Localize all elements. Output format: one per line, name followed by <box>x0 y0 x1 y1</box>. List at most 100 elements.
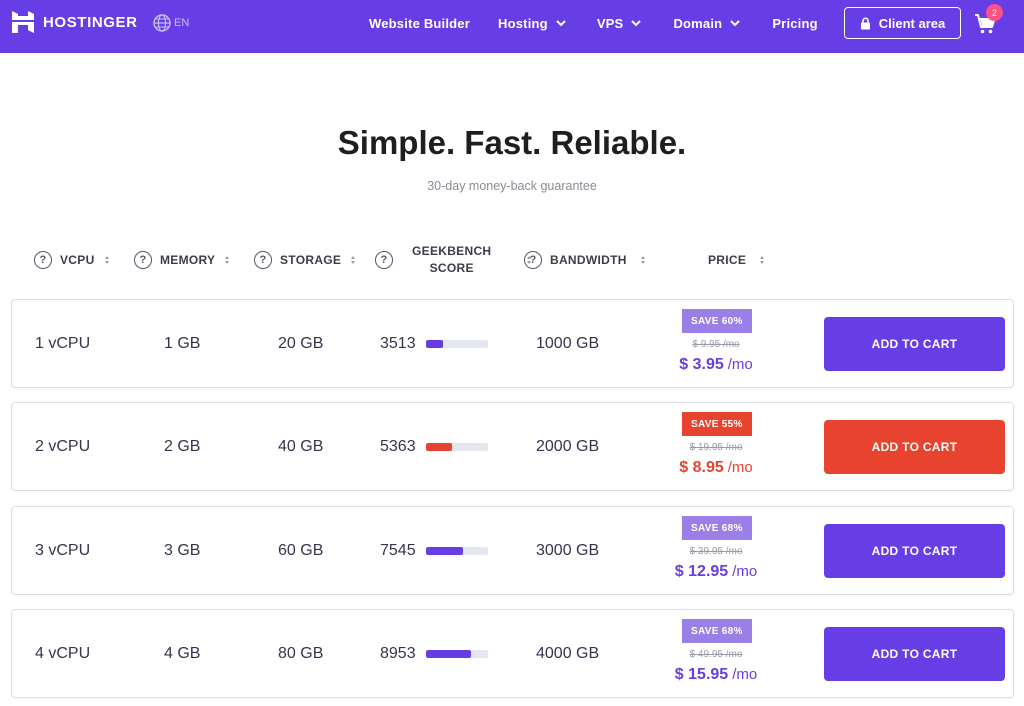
old-price: $ 39.95 /mo <box>689 546 743 557</box>
nav-link-label: Hosting <box>498 15 548 31</box>
vcpu-value: 4 vCPU <box>35 644 91 662</box>
geekbench-bar <box>425 649 488 658</box>
sort-icon[interactable] <box>104 256 109 264</box>
header-label: MEMORY <box>160 253 216 267</box>
save-badge: SAVE 55% <box>682 412 752 436</box>
current-price: $ 15.95/mo <box>652 666 780 684</box>
current-price: $ 3.95/mo <box>652 356 780 374</box>
question-icon[interactable]: ? <box>524 251 542 269</box>
nav-vps[interactable]: VPS <box>597 16 643 31</box>
old-price: $ 49.95 /mo <box>689 649 743 660</box>
price-cell: SAVE 55% $ 19.95 /mo $ 8.95/mo <box>652 412 777 484</box>
cart-count-badge: 2 <box>986 4 1003 21</box>
header-storage[interactable]: ? STORAGE <box>254 240 356 280</box>
geekbench-score: 8953 <box>380 644 416 662</box>
client-area-button[interactable]: Client area <box>844 7 961 39</box>
geekbench-cell: 3513 <box>380 300 488 387</box>
sort-icon[interactable] <box>351 256 356 264</box>
geekbench-cell: 5363 <box>380 403 488 490</box>
add-to-cart-button[interactable]: ADD TO CART <box>824 524 1005 578</box>
add-to-cart-button[interactable]: ADD TO CART <box>824 420 1005 474</box>
sort-icon[interactable] <box>640 256 645 264</box>
header-price[interactable]: PRICE <box>708 240 765 280</box>
language-label: EN <box>174 17 190 29</box>
plan-row: 2 vCPU 2 GB 40 GB 5363 2000 GB SAVE 55% … <box>11 402 1014 491</box>
nav-hosting[interactable]: Hosting <box>498 16 567 31</box>
add-to-cart-button[interactable]: ADD TO CART <box>824 627 1005 681</box>
price-amount: $ 12.95 <box>674 563 729 580</box>
price-cell: SAVE 68% $ 49.95 /mo $ 15.95/mo <box>652 619 777 691</box>
chevron-down-icon <box>556 20 566 27</box>
geekbench-bar <box>425 546 488 555</box>
save-badge: SAVE 68% <box>682 516 752 540</box>
geekbench-cell: 7545 <box>380 507 488 594</box>
price-period: /mo <box>727 459 753 476</box>
price-amount: $ 15.95 <box>674 666 729 683</box>
header-label-line: SCORE <box>429 261 474 275</box>
memory-value: 4 GB <box>164 644 201 662</box>
logo-text: HOSTINGER <box>43 13 138 31</box>
old-price: $ 9.95 /mo <box>692 339 740 350</box>
current-price: $ 12.95/mo <box>652 563 780 581</box>
nav-domain[interactable]: Domain <box>673 16 741 31</box>
geekbench-bar-fill <box>425 649 472 658</box>
price-cell: SAVE 68% $ 39.95 /mo $ 12.95/mo <box>652 516 777 588</box>
top-nav: HOSTINGER EN Website Builder Hosting VPS… <box>0 0 1024 53</box>
storage-value: 40 GB <box>278 437 324 455</box>
old-price: $ 19.95 /mo <box>689 442 743 453</box>
price-cell: SAVE 60% $ 9.95 /mo $ 3.95/mo <box>652 309 777 381</box>
header-bandwidth[interactable]: ? BANDWIDTH <box>524 240 645 280</box>
save-badge: SAVE 60% <box>682 309 752 333</box>
page-title: Simple. Fast. Reliable. <box>337 124 687 161</box>
bandwidth-value: 2000 GB <box>536 437 600 455</box>
price-amount: $ 3.95 <box>679 356 724 373</box>
bandwidth-value: 4000 GB <box>536 644 600 662</box>
bandwidth-value: 1000 GB <box>536 334 600 352</box>
client-area-label: Client area <box>878 15 946 31</box>
nav-links: Website Builder Hosting VPS Domain Prici… <box>369 0 818 46</box>
geekbench-bar <box>425 442 488 451</box>
header-label: STORAGE <box>280 253 342 267</box>
header-label: VCPU <box>60 253 95 267</box>
question-icon[interactable]: ? <box>254 251 272 269</box>
price-period: /mo <box>732 666 758 683</box>
header-memory[interactable]: ? MEMORY <box>134 240 230 280</box>
nav-link-label: VPS <box>596 15 624 31</box>
globe-icon <box>153 14 171 32</box>
geekbench-score: 3513 <box>380 334 416 352</box>
sort-icon[interactable] <box>760 256 765 264</box>
language-selector[interactable]: EN <box>152 13 189 33</box>
memory-value: 2 GB <box>164 437 201 455</box>
logo[interactable]: HOSTINGER <box>12 11 138 33</box>
current-price: $ 8.95/mo <box>652 459 780 477</box>
memory-value: 3 GB <box>164 541 201 559</box>
header-label: BANDWIDTH <box>550 253 627 267</box>
question-icon[interactable]: ? <box>34 251 52 269</box>
geekbench-bar-fill <box>425 442 452 451</box>
header-geekbench[interactable]: ? GEEKBENCH SCORE <box>375 240 532 280</box>
nav-link-label: Pricing <box>772 15 818 31</box>
question-icon[interactable]: ? <box>134 251 152 269</box>
nav-link-label: Website Builder <box>369 15 471 31</box>
memory-value: 1 GB <box>164 334 201 352</box>
geekbench-score: 7545 <box>380 541 416 559</box>
plan-row: 3 vCPU 3 GB 60 GB 7545 3000 GB SAVE 68% … <box>11 506 1014 595</box>
geekbench-bar-fill <box>425 546 464 555</box>
add-to-cart-button[interactable]: ADD TO CART <box>824 317 1005 371</box>
page-subtitle: 30-day money-back guarantee <box>427 179 597 193</box>
nav-website-builder[interactable]: Website Builder <box>369 16 470 31</box>
cart-icon[interactable] <box>974 13 996 35</box>
vcpu-value: 2 vCPU <box>35 437 91 455</box>
nav-pricing[interactable]: Pricing <box>772 16 817 31</box>
geekbench-bar <box>425 339 488 348</box>
storage-value: 80 GB <box>278 644 324 662</box>
header-vcpu[interactable]: ? VCPU <box>34 240 109 280</box>
nav-link-label: Domain <box>673 15 723 31</box>
hostinger-logo-icon <box>12 11 34 33</box>
sort-icon[interactable] <box>225 256 230 264</box>
bandwidth-value: 3000 GB <box>536 541 600 559</box>
lock-icon <box>860 17 870 29</box>
price-period: /mo <box>732 563 758 580</box>
question-icon[interactable]: ? <box>375 251 393 269</box>
plan-row: 4 vCPU 4 GB 80 GB 8953 4000 GB SAVE 68% … <box>11 609 1014 698</box>
